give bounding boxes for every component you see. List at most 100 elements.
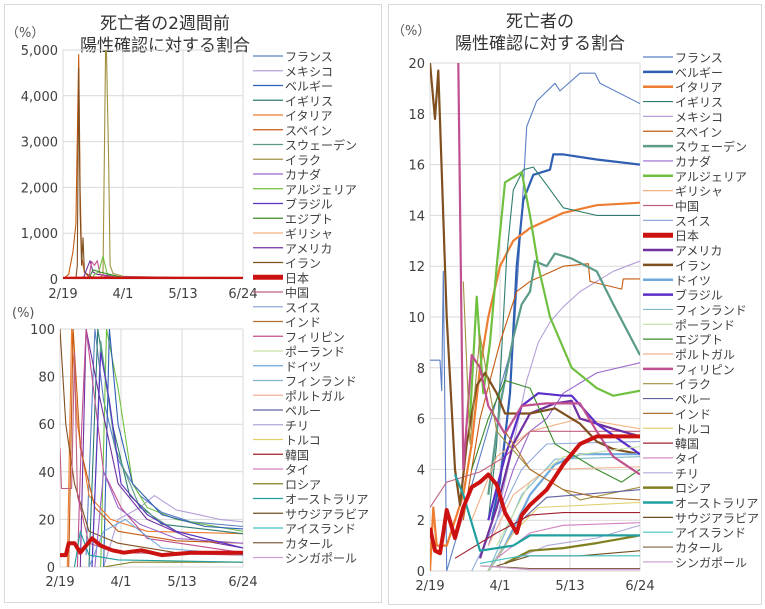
- legend-item: エジプト: [643, 333, 723, 347]
- y-tick-label: 2,000: [21, 181, 58, 196]
- legend-label: ポルトガル: [675, 348, 735, 362]
- legend-label: スペイン: [675, 125, 722, 139]
- legend-label: スウェーデン: [285, 138, 357, 153]
- y-tick-label: 14: [408, 209, 425, 224]
- legend-label: シンガポール: [285, 552, 357, 566]
- legend-label: ペルー: [285, 404, 321, 418]
- series-line-日本: [430, 434, 640, 556]
- legend-item: イギリス: [253, 94, 333, 108]
- legend-label: ポルトガル: [285, 389, 345, 403]
- legend-item: ドイツ: [253, 360, 321, 374]
- legend-item: イギリス: [643, 96, 723, 110]
- legend-item: ベルギー: [253, 80, 333, 94]
- series-line-中国: [430, 430, 640, 508]
- series-line-イラン: [430, 63, 640, 507]
- series-line-ドイツ: [88, 518, 243, 567]
- left-legend: フランスメキシコベルギーイギリスイタリアスペインスウェーデンイラクカナダアルジェ…: [253, 50, 369, 566]
- legend-item: 中国: [643, 199, 699, 214]
- legend-label: ペルー: [675, 393, 711, 407]
- right-series-group: [430, 63, 640, 571]
- top-chart: 0 1,000 2,000 3,000 4,000 5,000 2/19 4/1 5/13 6/2…: [21, 44, 258, 302]
- legend-label: ブラジル: [675, 288, 723, 303]
- series-line-イタリア: [66, 329, 243, 567]
- legend-label: ドイツ: [285, 360, 321, 374]
- legend-label: イギリス: [285, 94, 333, 108]
- x-tick-label: 5/13: [555, 579, 584, 594]
- left-title-line1: 死亡者の2週間前: [100, 14, 230, 34]
- legend-label: アルジェリア: [675, 170, 747, 184]
- y-tick-label: 8: [417, 362, 425, 377]
- legend-label: 中国: [675, 199, 699, 214]
- legend-label: ドイツ: [675, 274, 711, 288]
- series-line-シンガポール: [479, 565, 640, 571]
- series-line-イギリス: [88, 329, 243, 567]
- legend-item: ペルー: [253, 404, 321, 418]
- legend-item: 韓国: [253, 448, 309, 462]
- legend-item: カタール: [643, 541, 723, 555]
- legend-label: フランス: [285, 50, 333, 64]
- legend-label: ベルギー: [675, 66, 723, 80]
- y-tick-label: 6: [417, 413, 425, 428]
- x-tick-label: 6/24: [228, 575, 257, 590]
- legend-item: イラク: [643, 378, 711, 392]
- legend-item: ロシア: [253, 478, 321, 492]
- y-tick-label: 0: [50, 273, 58, 288]
- legend-label: スイス: [285, 301, 321, 315]
- series-line-韓国: [454, 512, 640, 559]
- legend-label: タイ: [675, 452, 699, 466]
- series-line-イラク: [462, 281, 640, 501]
- legend-item: 韓国: [643, 437, 699, 451]
- legend-item: オーストラリア: [253, 493, 368, 507]
- legend-label: ポーランド: [675, 318, 735, 332]
- legend-label: インド: [285, 316, 321, 330]
- series-line-ブラジル: [487, 392, 640, 521]
- series-line-フランス: [85, 329, 243, 556]
- x-tick-label: 5/13: [167, 575, 196, 590]
- right-unit-label: （%）: [392, 24, 431, 39]
- series-line-ポルトガル: [487, 466, 640, 546]
- right-chart-title: 死亡者の 陽性確認に対する割合: [435, 11, 645, 55]
- legend-item: フランス: [253, 50, 333, 64]
- y-tick-label: 4: [417, 463, 425, 478]
- legend-item: スイス: [253, 301, 321, 315]
- legend-label: 韓国: [675, 437, 699, 451]
- series-line-フランス: [430, 72, 640, 571]
- legend-label: メキシコ: [675, 110, 723, 124]
- y-tick-label: 10: [408, 311, 425, 326]
- legend-label: スペイン: [285, 124, 332, 138]
- series-line-アイスランド: [479, 555, 640, 564]
- top-series-group: [63, 50, 243, 279]
- series-line-カナダ: [94, 471, 243, 567]
- series-line-日本: [60, 536, 243, 558]
- series-line-ロシア: [504, 534, 640, 565]
- y-tick-label: 100: [30, 323, 55, 338]
- right-title-line1: 死亡者の: [506, 12, 574, 32]
- legend-item: ポルトガル: [253, 389, 345, 403]
- legend-label: ポーランド: [285, 345, 345, 359]
- series-line-アルジェリア: [468, 171, 640, 419]
- legend-item: インド: [643, 407, 711, 421]
- right-chart: 0 2 4 6 8 10 12 14 16 18 20 2/19 4/1 5/13 6/24: [408, 57, 654, 594]
- legend-label: フィリピン: [285, 330, 345, 344]
- x-tick-label: 2/19: [415, 579, 444, 594]
- series-line-イタリア: [430, 201, 640, 571]
- legend-item: スペイン: [643, 125, 722, 139]
- legend-item: トルコ: [643, 422, 711, 436]
- legend-item: スウェーデン: [643, 139, 747, 154]
- legend-item: シンガポール: [253, 552, 357, 566]
- x-tick-label: 6/24: [228, 287, 257, 302]
- y-tick-label: 18: [408, 108, 425, 123]
- legend-item: アルジェリア: [253, 183, 357, 197]
- legend-label: 韓国: [285, 448, 309, 462]
- legend-label: シンガポール: [675, 556, 747, 570]
- legend-item: ベルギー: [643, 66, 723, 80]
- legend-item: フィリピン: [253, 330, 345, 344]
- legend-label: イラン: [675, 259, 711, 273]
- legend-label: スウェーデン: [675, 139, 747, 154]
- legend-item: ブラジル: [253, 197, 333, 212]
- legend-label: フランス: [675, 51, 723, 65]
- legend-label: インド: [675, 407, 711, 421]
- legend-label: ロシア: [675, 482, 711, 496]
- legend-label: アメリカ: [675, 244, 722, 258]
